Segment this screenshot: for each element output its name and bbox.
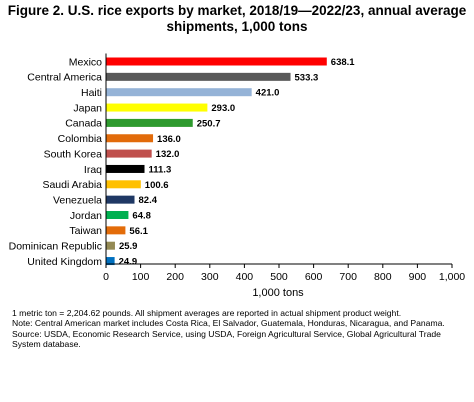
category-label-12: Dominican Republic [9, 241, 102, 253]
category-label-3: Japan [73, 102, 102, 114]
value-label-4: 250.7 [197, 118, 221, 129]
value-label-12: 25.9 [119, 241, 137, 252]
chart-title: Figure 2. U.S. rice exports by market, 2… [0, 3, 474, 35]
footnote-conversion: 1 metric ton = 2,204.62 pounds. All ship… [12, 308, 402, 318]
footnotes: 1 metric ton = 2,204.62 pounds. All ship… [12, 308, 467, 349]
bar-7 [106, 164, 145, 173]
bar-13 [106, 257, 115, 266]
bar-4 [106, 118, 193, 127]
value-label-0: 638.1 [331, 57, 355, 68]
value-label-3: 293.0 [211, 103, 235, 114]
category-label-11: Taiwan [69, 225, 102, 237]
value-label-9: 82.4 [139, 195, 158, 206]
value-label-7: 111.3 [149, 164, 172, 175]
x-tick-label-2: 200 [166, 271, 184, 283]
chart-title-line-2: shipments, 1,000 tons [166, 19, 308, 34]
bar-3 [106, 103, 208, 112]
category-label-9: Venezuela [53, 194, 102, 206]
value-label-5: 136.0 [157, 134, 181, 145]
category-label-7: Iraq [84, 164, 102, 176]
value-labels: 638.1 533.3 421.0 293.0 250.7 136.0 132.0 111.3… [119, 57, 356, 268]
value-label-2: 421.0 [256, 88, 280, 99]
category-label-6: South Korea [44, 148, 103, 160]
category-label-1: Central America [27, 72, 102, 84]
bar-10 [106, 211, 129, 219]
x-tick-label-3: 300 [201, 271, 219, 283]
category-label-0: Mexico [69, 56, 102, 68]
x-tick-label-5: 500 [270, 271, 288, 283]
value-label-8: 100.6 [145, 180, 169, 191]
category-label-4: Canada [65, 118, 102, 130]
bar-8 [106, 180, 141, 189]
x-tick-label-9: 900 [409, 271, 427, 283]
chart-title-line-1: Figure 2. U.S. rice exports by market, 2… [7, 3, 467, 18]
value-label-10: 64.8 [132, 211, 151, 222]
category-label-8: Saudi Arabia [42, 179, 102, 191]
x-tick-label-6: 600 [305, 271, 323, 283]
bar-1 [106, 72, 291, 81]
x-axis-title: 1,000 tons [252, 287, 304, 299]
x-tick-label-8: 800 [374, 271, 392, 283]
footnote-source: Source: USDA, Economic Research Service,… [12, 328, 441, 349]
category-label-5: Colombia [58, 133, 103, 145]
category-labels: Mexico Central America Haiti Japan Canada Col… [9, 56, 103, 268]
bar-6 [106, 149, 152, 158]
bar-chart: Mexico Central America Haiti Japan Canada Col… [9, 53, 465, 299]
x-axis: 0 100 200 300 400 500 600 700 800 900 1,000 [103, 53, 465, 283]
value-label-13: 24.9 [119, 257, 138, 268]
footnote-note: Note: Central American market includes C… [12, 318, 445, 329]
bar-5 [106, 134, 154, 143]
bar-11 [106, 226, 126, 235]
value-label-6: 132.0 [156, 149, 180, 160]
x-tick-label-10: 1,000 [439, 271, 465, 283]
value-label-1: 533.3 [295, 72, 319, 83]
category-label-13: United Kingdom [27, 256, 102, 268]
x-tick-label-0: 0 [103, 271, 109, 283]
x-tick-label-1: 100 [132, 271, 150, 283]
bars-layer [106, 57, 327, 266]
bar-0 [106, 57, 327, 66]
category-label-2: Haiti [81, 87, 102, 99]
category-label-10: Jordan [70, 210, 102, 222]
x-tick-label-7: 700 [339, 271, 357, 283]
x-tick-label-4: 400 [236, 271, 254, 283]
bar-2 [106, 88, 252, 97]
bar-12 [106, 241, 115, 250]
bar-9 [106, 195, 135, 204]
value-label-11: 56.1 [129, 226, 148, 237]
